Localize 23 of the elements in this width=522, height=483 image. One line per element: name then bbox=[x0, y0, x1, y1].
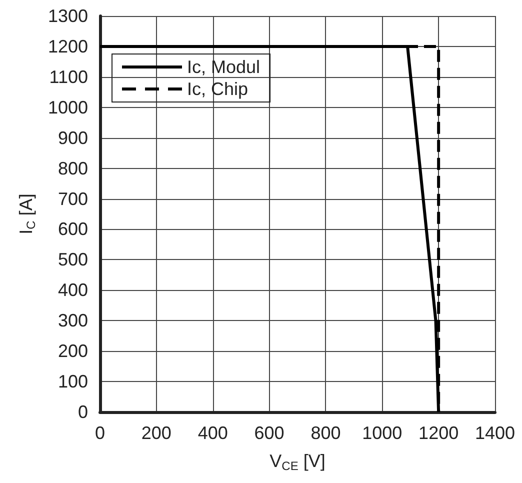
x-tick-label: 1200 bbox=[418, 423, 459, 443]
y-tick-label: 1100 bbox=[49, 66, 88, 87]
y-tick-label: 1200 bbox=[48, 36, 88, 56]
y-tick-label: 0 bbox=[78, 402, 88, 422]
y-axis-title: IC [A] bbox=[16, 194, 38, 234]
y-tick-label: 900 bbox=[58, 128, 88, 148]
y-tick-label: 300 bbox=[58, 310, 88, 331]
x-tick-label: 1400 bbox=[474, 423, 516, 443]
x-tick-label: 1000 bbox=[362, 423, 402, 443]
y-tick-label: 1000 bbox=[48, 97, 88, 118]
x-tick-label: 200 bbox=[141, 423, 172, 443]
y-tick-label: 800 bbox=[58, 158, 88, 178]
x-tick-label: 400 bbox=[198, 423, 228, 443]
y-tick-label: 200 bbox=[58, 341, 88, 362]
x-tick-label: 800 bbox=[310, 423, 341, 443]
y-tick-label: 1300 bbox=[48, 6, 88, 26]
x-tick-label: 0 bbox=[94, 423, 106, 443]
y-tick-label: 500 bbox=[58, 250, 88, 270]
y-tick-label: 600 bbox=[58, 219, 88, 240]
y-tick-label: 700 bbox=[58, 188, 88, 209]
y-tick-label: 100 bbox=[58, 372, 88, 392]
x-tick-label: 600 bbox=[254, 423, 284, 443]
y-tick-label: 400 bbox=[58, 280, 88, 300]
